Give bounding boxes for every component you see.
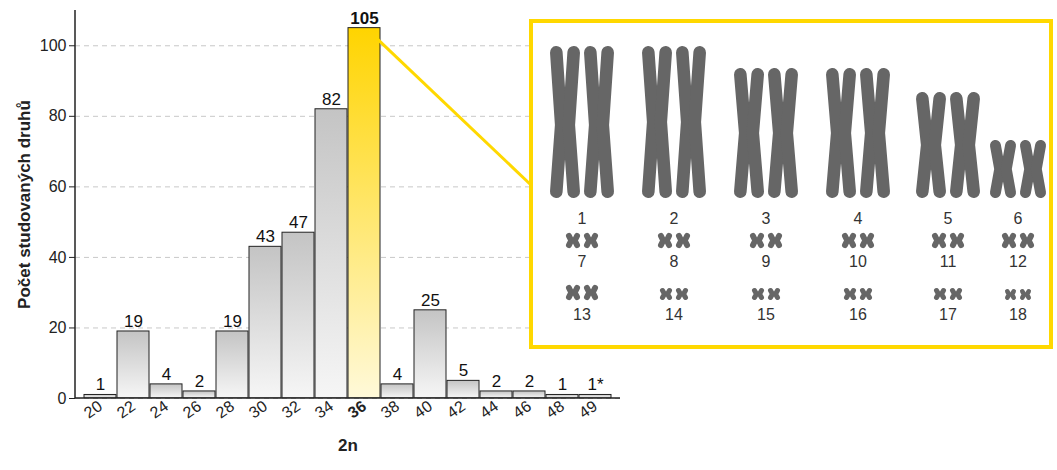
svg-text:60: 60 [49,178,67,195]
svg-text:36: 36 [345,397,369,421]
svg-text:40: 40 [411,397,435,421]
svg-text:Počet studovaných druhů: Počet studovaných druhů [15,100,34,309]
svg-text:5: 5 [944,210,953,227]
svg-text:12: 12 [1009,253,1027,270]
svg-text:30: 30 [246,397,270,421]
svg-text:105: 105 [350,9,378,28]
svg-text:25: 25 [421,291,440,310]
svg-text:4: 4 [393,365,402,384]
svg-text:19: 19 [124,312,143,331]
svg-text:1: 1 [558,375,567,394]
svg-text:2: 2 [195,372,204,391]
svg-text:4: 4 [854,210,863,227]
svg-text:20: 20 [49,319,67,336]
svg-text:16: 16 [849,306,867,323]
svg-text:26: 26 [180,397,204,421]
svg-text:9: 9 [762,253,771,270]
svg-text:38: 38 [378,397,402,421]
svg-text:0: 0 [58,390,67,407]
svg-text:2n: 2n [338,436,358,455]
svg-text:43: 43 [256,227,275,246]
svg-text:6: 6 [1014,210,1023,227]
svg-text:1*: 1* [587,375,603,394]
svg-text:48: 48 [543,397,567,421]
svg-text:47: 47 [289,213,308,232]
svg-text:80: 80 [49,107,67,124]
svg-text:100: 100 [40,37,67,54]
svg-text:1: 1 [578,210,587,227]
svg-text:10: 10 [849,253,867,270]
svg-text:4: 4 [162,365,171,384]
svg-text:44: 44 [477,397,501,421]
svg-text:34: 34 [312,397,336,421]
svg-text:18: 18 [1009,306,1027,323]
svg-text:8: 8 [670,253,679,270]
svg-text:22: 22 [114,397,138,421]
svg-text:7: 7 [578,253,587,270]
svg-text:42: 42 [444,397,468,421]
svg-text:17: 17 [939,306,957,323]
svg-text:46: 46 [510,397,534,421]
svg-text:2: 2 [525,372,534,391]
svg-text:11: 11 [940,253,957,270]
svg-text:2: 2 [492,372,501,391]
svg-text:40: 40 [49,249,67,266]
svg-text:2: 2 [670,210,679,227]
svg-text:82: 82 [322,90,341,109]
svg-text:1: 1 [96,375,105,394]
svg-text:14: 14 [665,306,683,323]
svg-text:20: 20 [81,397,105,421]
svg-text:49: 49 [576,397,600,421]
svg-text:24: 24 [147,397,171,421]
svg-text:3: 3 [762,210,771,227]
svg-text:28: 28 [213,397,237,421]
svg-text:13: 13 [573,306,591,323]
svg-text:5: 5 [459,361,468,380]
svg-text:19: 19 [223,312,242,331]
svg-text:15: 15 [757,306,775,323]
svg-text:32: 32 [279,397,303,421]
